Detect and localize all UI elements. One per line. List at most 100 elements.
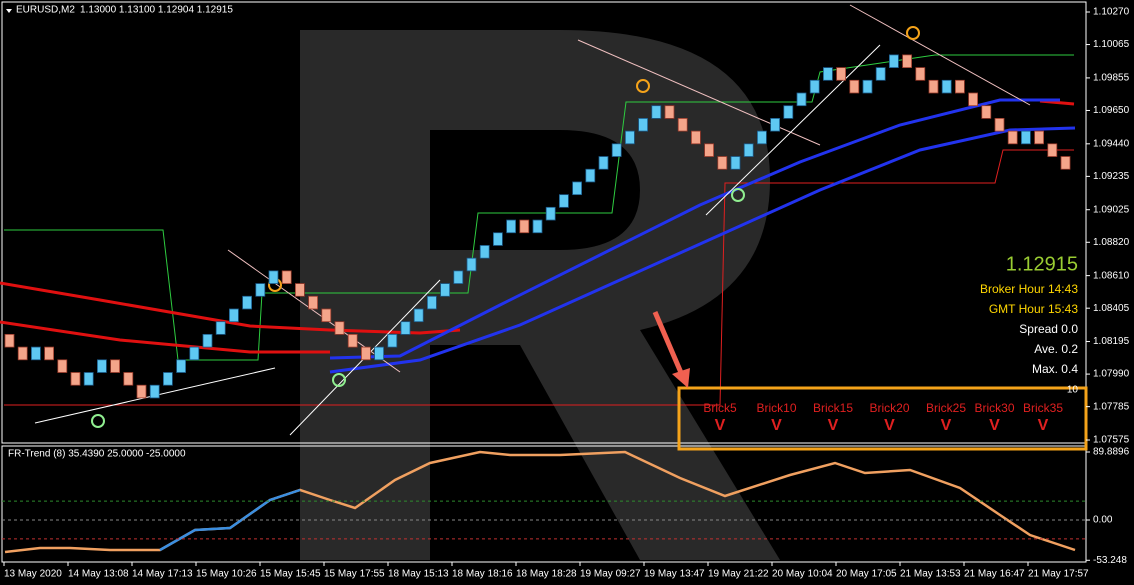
brick-down bbox=[334, 321, 345, 335]
brick-down bbox=[981, 105, 992, 119]
broker-hour: Broker Hour 14:43 bbox=[980, 282, 1078, 296]
brick-down bbox=[519, 219, 530, 234]
time-label: 20 May 17:05 bbox=[836, 569, 897, 580]
brick-up bbox=[30, 346, 41, 361]
time-label: 19 May 13:47 bbox=[644, 569, 705, 580]
brick-up bbox=[202, 333, 213, 348]
brick-up bbox=[426, 295, 437, 310]
brick-down bbox=[308, 295, 319, 310]
quote: 1.13000 1.13100 1.12904 1.12915 bbox=[80, 5, 233, 16]
brick-up bbox=[770, 118, 780, 132]
brick-down bbox=[836, 67, 846, 81]
time-label: 14 May 13:08 bbox=[68, 569, 129, 580]
brick-down bbox=[1007, 130, 1018, 145]
brick-up bbox=[176, 359, 187, 373]
brick-up bbox=[506, 219, 517, 234]
indicator-tick-label: 0.00 bbox=[1093, 515, 1113, 526]
average: Ave. 0.2 bbox=[1034, 342, 1078, 356]
brick-down bbox=[994, 118, 1005, 132]
highlight-box bbox=[677, 386, 1088, 451]
brick-up bbox=[743, 143, 754, 157]
brick-up bbox=[440, 283, 451, 297]
brick-up bbox=[97, 359, 107, 373]
brick-up bbox=[149, 384, 160, 399]
indicator-title: FR-Trend (8) 35.4390 25.0000 -25.0000 bbox=[8, 449, 186, 460]
time-label: 14 May 17:13 bbox=[132, 569, 193, 580]
brick-up bbox=[651, 105, 662, 119]
brick-up bbox=[162, 372, 173, 386]
brick-down bbox=[955, 79, 965, 94]
price-tick-label: 1.08610 bbox=[1093, 270, 1130, 281]
time-label: 13 May 2020 bbox=[4, 569, 62, 580]
watermark bbox=[300, 30, 780, 560]
brick-down bbox=[57, 359, 68, 373]
time-label: 15 May 15:45 bbox=[260, 569, 321, 580]
brick-up bbox=[479, 245, 490, 259]
brick-down bbox=[360, 346, 371, 361]
price-tick-label: 1.10065 bbox=[1093, 39, 1130, 50]
brick-up bbox=[585, 168, 596, 183]
brick-down bbox=[321, 308, 332, 323]
brick-signal: V bbox=[884, 417, 895, 434]
brick-up bbox=[413, 308, 424, 323]
price-tick-label: 1.07785 bbox=[1093, 401, 1130, 412]
brick-up bbox=[83, 372, 94, 386]
brick-label: Brick30 bbox=[974, 401, 1014, 415]
time-label: 15 May 17:55 bbox=[324, 569, 385, 580]
brick-label: Brick35 bbox=[1023, 401, 1063, 415]
brick-down bbox=[347, 333, 358, 348]
brick-label: Brick5 bbox=[703, 401, 737, 415]
brick-up bbox=[268, 270, 279, 284]
brick-down bbox=[968, 92, 978, 107]
brick-down bbox=[677, 118, 688, 132]
symbol: EURUSD,M2 bbox=[16, 5, 75, 16]
brick-signal: V bbox=[1038, 417, 1049, 434]
brick-up bbox=[889, 54, 899, 68]
indicator-tick-label: 89.8896 bbox=[1093, 447, 1130, 458]
brick-signal: V bbox=[941, 417, 952, 434]
brick-label: Brick10 bbox=[756, 401, 796, 415]
price-tick-label: 1.10270 bbox=[1093, 7, 1130, 18]
brick-up bbox=[1021, 130, 1031, 145]
menu-arrow[interactable] bbox=[6, 9, 12, 13]
brick-signal: V bbox=[828, 417, 839, 434]
price-tick-label: 1.08405 bbox=[1093, 303, 1130, 314]
brick-up bbox=[374, 346, 385, 361]
price: 1.12915 bbox=[1006, 253, 1078, 275]
brick-down bbox=[4, 333, 15, 348]
time-label: 18 May 15:13 bbox=[388, 569, 449, 580]
brick-up bbox=[941, 79, 952, 94]
price-tick-label: 1.09650 bbox=[1093, 105, 1130, 116]
callout-arrow-head bbox=[672, 368, 690, 388]
brick-down bbox=[915, 67, 926, 81]
brick-up bbox=[400, 321, 411, 335]
indicator-line bbox=[4, 450, 1076, 554]
brick-up bbox=[255, 283, 266, 297]
time-label: 21 May 16:47 bbox=[964, 569, 1025, 580]
brick-label: Brick15 bbox=[813, 401, 853, 415]
brick-up bbox=[545, 206, 556, 221]
spread: Spread 0.0 bbox=[1019, 322, 1078, 336]
price-tick-label: 1.07990 bbox=[1093, 369, 1130, 380]
brick-up bbox=[572, 181, 582, 196]
brick-up bbox=[228, 308, 239, 323]
brick-down bbox=[70, 372, 81, 386]
time-label: 18 May 18:28 bbox=[516, 569, 577, 580]
brick-down bbox=[928, 79, 939, 94]
brick-down bbox=[691, 130, 701, 145]
brick-down bbox=[44, 346, 54, 361]
brick-up bbox=[638, 118, 648, 132]
time-label: 18 May 18:16 bbox=[452, 569, 513, 580]
brick-up bbox=[492, 232, 503, 246]
brick-up bbox=[453, 270, 464, 284]
brick-up bbox=[215, 321, 226, 335]
brick-up bbox=[730, 156, 741, 170]
brick-signal: V bbox=[715, 417, 726, 434]
maximum: Max. 0.4 bbox=[1032, 362, 1078, 376]
brick-up bbox=[242, 295, 253, 310]
time-label: 15 May 10:26 bbox=[196, 569, 257, 580]
brick-signal: V bbox=[989, 417, 1000, 434]
brick-up bbox=[757, 130, 767, 145]
brick-down bbox=[849, 79, 860, 94]
brick-down bbox=[664, 105, 675, 119]
